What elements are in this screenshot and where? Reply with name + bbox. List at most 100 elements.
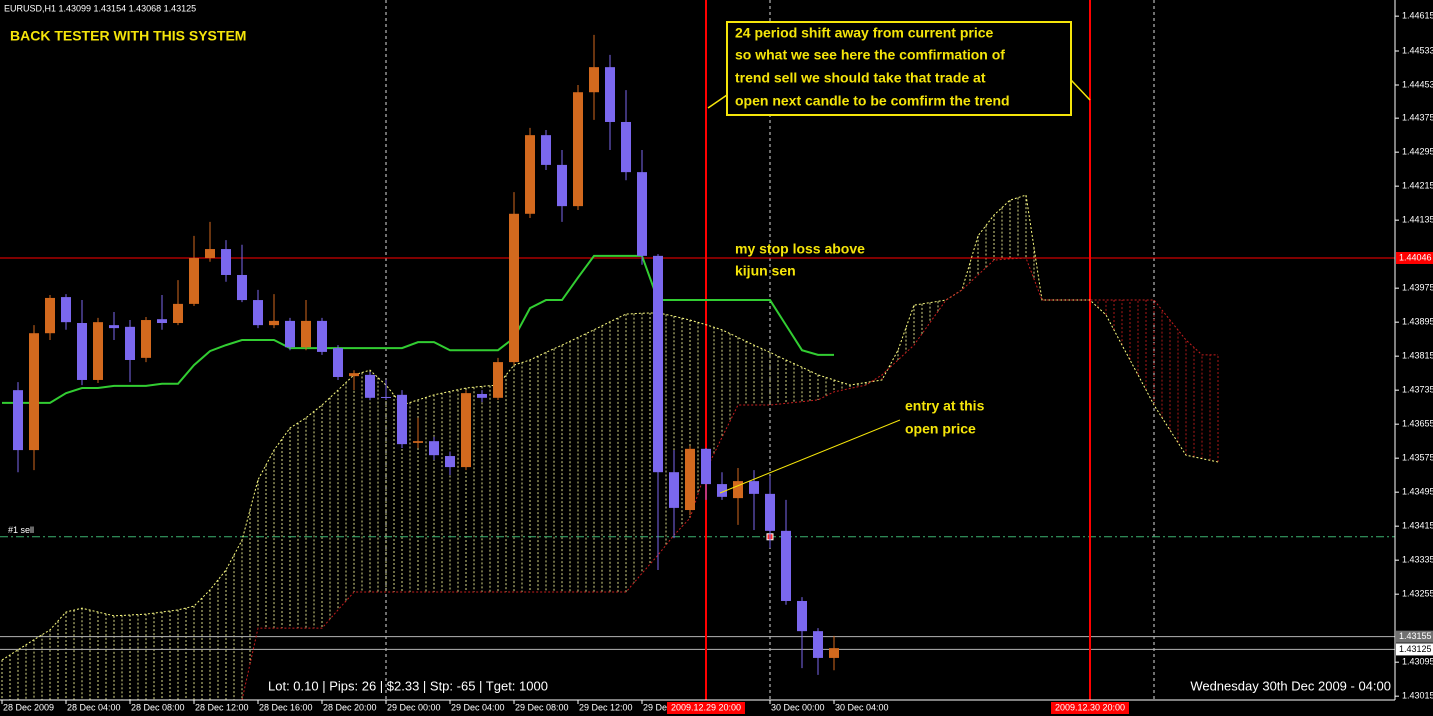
candle-body: [589, 67, 599, 93]
note-connector: [707, 94, 728, 109]
x-tick-label: 29 Dec 12:00: [579, 702, 633, 712]
y-tick-label: 1.43095: [1402, 657, 1433, 667]
candle-body: [621, 121, 631, 173]
candle-body: [445, 456, 455, 468]
candle-body: [557, 164, 567, 207]
candle-body: [749, 481, 759, 494]
note-line: open next candle to be comfirm the trend: [735, 93, 1010, 109]
x-tick-label: 30 Dec 00:00: [771, 702, 825, 712]
x-tick-label: 29 Dec 08:00: [515, 702, 569, 712]
candle-body: [765, 493, 775, 531]
candle-body: [813, 631, 823, 658]
indicator-line: [1, 194, 1219, 661]
stop-loss-note: kijun sen: [735, 263, 796, 279]
candle-body: [333, 348, 343, 377]
candle-body: [461, 393, 471, 468]
candle-body: [397, 394, 407, 445]
candle-body: [109, 325, 119, 329]
y-tick-label: 1.44375: [1402, 113, 1433, 123]
candle-body: [237, 274, 247, 301]
indicator-line: [2, 254, 834, 404]
candle-body: [349, 373, 359, 377]
candle-body: [189, 257, 199, 304]
x-tick-label: 30 Dec 04:00: [835, 702, 889, 712]
x-label-bg: [667, 702, 745, 714]
candle-body: [77, 323, 87, 380]
y-tick-label: 1.44135: [1402, 215, 1433, 225]
candle-body: [733, 481, 743, 499]
trade-info: Lot: 0.10 | Pips: 26 | $2.33 | Stp: -65 …: [268, 678, 548, 693]
y-tick-label: 1.43255: [1402, 589, 1433, 599]
y-tick-label: 1.43015: [1402, 691, 1433, 701]
price-label-bg: [1396, 643, 1433, 656]
y-tick-label: 1.44533: [1402, 45, 1433, 55]
price-label: 1.44046: [1399, 252, 1432, 262]
note-line: trend sell we should take that trade at: [735, 70, 986, 86]
entry-pointer: [719, 419, 901, 494]
candle-body: [797, 600, 807, 632]
plot: #1 sell: [0, 0, 1395, 701]
candle-body: [781, 530, 791, 601]
candle-body: [365, 374, 375, 398]
candle-body: [717, 484, 727, 497]
y-tick-label: 1.43895: [1402, 317, 1433, 327]
candle-body: [669, 472, 679, 508]
x-tick-label: 28 Dec 12:00: [195, 702, 249, 712]
price-label: 1.43155: [1399, 631, 1432, 641]
y-tick-label: 1.44453: [1402, 79, 1433, 89]
x-tick-label: 28 Dec 16:00: [259, 702, 313, 712]
x-tick-label: 29 Dec 04:00: [451, 702, 505, 712]
x-tick-label: 28 Dec 2009: [3, 702, 54, 712]
candle-body: [125, 326, 135, 360]
x-tick-label: 28 Dec 20:00: [323, 702, 377, 712]
candle-body: [381, 396, 391, 398]
x-tick-label: 29 Dec 00:00: [387, 702, 441, 712]
datetime: Wednesday 30th Dec 2009 - 04:00: [1190, 678, 1391, 693]
candle-body: [509, 213, 519, 363]
candle-body: [157, 319, 167, 324]
y-tick-label: 1.43975: [1402, 283, 1433, 293]
candle-body: [301, 320, 311, 348]
price-label-bg: [1396, 630, 1433, 643]
x-label-bg: [1051, 702, 1129, 714]
candle-body: [269, 320, 279, 326]
candle-body: [685, 448, 695, 511]
indicator-line: [241, 257, 1218, 701]
candle-body: [413, 441, 423, 443]
entry-note: open price: [905, 421, 976, 437]
note-connector: [1070, 79, 1091, 101]
note-line: so what we see here the comfirmation of: [735, 47, 1005, 63]
y-tick-label: 1.44295: [1402, 147, 1433, 157]
x-tick-label: 2009.12.30 20:00: [1055, 702, 1125, 712]
candle-body: [285, 320, 295, 348]
candle-body: [317, 320, 327, 352]
candle-body: [13, 390, 23, 451]
candle-body: [829, 648, 839, 658]
candle-body: [541, 135, 551, 165]
price-label-bg: [1396, 251, 1433, 264]
entry-note: entry at this: [905, 398, 985, 414]
candle-body: [477, 393, 487, 398]
candle-body: [141, 320, 151, 358]
y-tick-label: 1.43575: [1402, 453, 1433, 463]
note-box: [726, 21, 1072, 116]
candle-body: [637, 172, 647, 256]
x-tick-label: 2009.12.29 20:00: [671, 702, 741, 712]
candle-body: [525, 135, 535, 214]
y-tick-label: 1.43655: [1402, 419, 1433, 429]
price-label: 1.43125: [1399, 644, 1432, 654]
candle-body: [701, 448, 711, 485]
y-tick-label: 1.43415: [1402, 521, 1433, 531]
note-line: 24 period shift away from current price: [735, 25, 994, 41]
y-tick-label: 1.44615: [1402, 11, 1433, 21]
candle-body: [61, 297, 71, 323]
candle-body: [605, 67, 615, 122]
candle-body: [573, 92, 583, 207]
candle-body: [29, 333, 39, 451]
title: BACK TESTER WITH THIS SYSTEM: [10, 28, 246, 44]
candle-body: [653, 255, 663, 473]
y-tick-label: 1.43815: [1402, 351, 1433, 361]
candle-body: [493, 362, 503, 398]
